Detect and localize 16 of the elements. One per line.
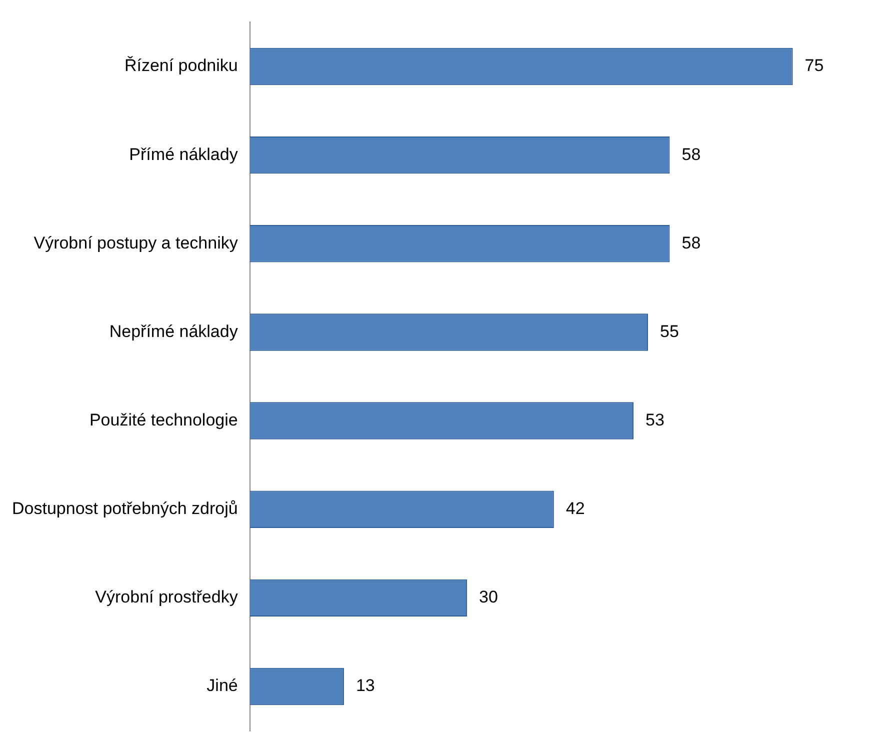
- y-tick-label: Přímé náklady: [129, 144, 238, 164]
- y-tick-label: Řízení podniku: [124, 56, 238, 76]
- y-tick-label: Nepřímé náklady: [109, 322, 238, 341]
- y-tick-label: Jiné: [206, 676, 238, 696]
- data-label: 13: [356, 676, 375, 696]
- data-label: 55: [660, 322, 679, 341]
- y-tick-label: Výrobní postupy a techniky: [34, 233, 238, 252]
- data-label: 30: [479, 588, 498, 607]
- data-label: 53: [646, 410, 664, 430]
- y-tick-label: Dostupnost potřebných zdrojů: [12, 499, 238, 518]
- y-tick-label: Použité technologie: [89, 410, 238, 430]
- y-tick-label: Výrobní prostředky: [95, 588, 238, 607]
- data-label: 75: [804, 56, 824, 76]
- data-label: 58: [682, 233, 701, 252]
- data-label: 58: [682, 144, 701, 164]
- data-label: 42: [566, 499, 585, 518]
